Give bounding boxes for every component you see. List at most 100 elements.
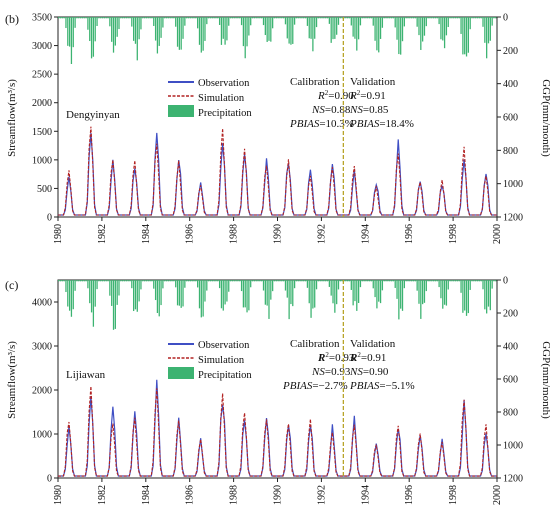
x-tick-label: 1996 xyxy=(404,485,415,505)
precip-bar xyxy=(262,280,265,291)
precip-bar xyxy=(420,280,422,319)
precip-bar xyxy=(489,280,491,311)
precip-bar xyxy=(279,280,281,282)
precip-bar xyxy=(153,280,155,289)
precip-bar xyxy=(310,280,312,318)
precip-bar xyxy=(154,17,157,41)
y2-tick-label: 0 xyxy=(503,13,508,24)
precip-bar xyxy=(286,280,288,298)
precip-bar xyxy=(356,280,358,311)
precip-bar xyxy=(202,280,204,317)
x-tick-label: 1988 xyxy=(229,485,240,505)
precip-bar xyxy=(158,280,160,317)
precip-bar xyxy=(111,17,113,42)
precip-bar xyxy=(379,280,382,304)
precip-bar xyxy=(268,17,270,41)
precip-bar xyxy=(182,280,184,307)
precip-bar xyxy=(440,280,442,299)
precip-bar xyxy=(432,280,435,282)
precip-bar xyxy=(356,17,358,51)
precip-bar xyxy=(237,17,239,19)
precip-bar xyxy=(411,17,413,19)
precip-bar xyxy=(59,280,62,282)
precip-bar xyxy=(411,280,413,282)
panel-b-ylabel: Streamflow(m³/s) xyxy=(6,79,18,157)
precip-bar xyxy=(328,17,330,24)
panel-c-y2label: GGP(mm/month) xyxy=(540,341,550,419)
precip-bar xyxy=(443,280,446,305)
precip-bar xyxy=(460,280,462,293)
precip-bar xyxy=(465,280,468,316)
precip-bar xyxy=(319,17,321,19)
precip-bar xyxy=(308,280,310,304)
precip-bar xyxy=(308,17,310,39)
panel-b-simulation-line xyxy=(58,126,497,216)
legend-label: Simulation xyxy=(198,355,245,366)
precip-bar xyxy=(147,17,149,19)
precip-bar xyxy=(354,280,356,302)
precip-bar xyxy=(151,280,153,282)
precip-bar xyxy=(325,17,327,19)
precip-bar xyxy=(398,17,400,55)
precip-bar xyxy=(487,280,490,307)
precip-bar xyxy=(122,280,124,282)
precip-bar xyxy=(400,280,402,309)
x-tick-label: 1980 xyxy=(53,224,64,244)
precip-bar xyxy=(495,17,497,19)
panel-b-val-title: Validation xyxy=(350,76,396,88)
precip-bar xyxy=(405,280,407,282)
precip-bar xyxy=(222,17,224,39)
precip-bar xyxy=(162,17,164,28)
precip-bar xyxy=(407,17,409,19)
precip-bar xyxy=(392,280,395,282)
precip-bar xyxy=(352,280,354,306)
precip-bar xyxy=(334,280,336,313)
precip-bar xyxy=(385,280,387,282)
svg-text:R2=0.90: R2=0.90 xyxy=(317,89,354,102)
y-tick-label: 3000 xyxy=(32,342,52,353)
precip-bar xyxy=(361,17,363,19)
precip-bar xyxy=(156,17,159,54)
precip-bar xyxy=(123,17,126,19)
precip-bar xyxy=(482,17,484,27)
precip-bar xyxy=(129,280,131,282)
precip-bar xyxy=(76,280,78,282)
precip-bar xyxy=(142,280,144,282)
y2-tick-label: 800 xyxy=(503,146,518,157)
precip-bar xyxy=(275,280,277,282)
precip-bar xyxy=(251,17,254,19)
precip-bar xyxy=(348,280,351,282)
precip-bar xyxy=(390,280,393,282)
precip-bar xyxy=(443,17,446,49)
precip-bar xyxy=(418,280,420,304)
precip-bar xyxy=(101,17,104,19)
precip-bar xyxy=(359,17,362,26)
precip-bar xyxy=(350,17,352,26)
precip-bar xyxy=(394,17,396,28)
precip-bar xyxy=(107,17,109,19)
panel-b-val-ns: NS=0.85 xyxy=(349,104,389,116)
precip-bar xyxy=(140,280,142,290)
precip-bar xyxy=(405,17,407,19)
precip-bar xyxy=(486,280,488,314)
precip-bar xyxy=(345,17,347,19)
precip-bar xyxy=(202,17,204,51)
precip-bar xyxy=(299,280,301,282)
precip-bar xyxy=(142,17,144,19)
precip-bar xyxy=(211,17,213,19)
x-tick-label: 1988 xyxy=(229,224,240,244)
precip-bar xyxy=(105,17,107,19)
precip-bar xyxy=(98,280,100,282)
precip-bar xyxy=(418,17,420,36)
precip-bar xyxy=(475,280,477,282)
precip-bar xyxy=(145,280,148,282)
panel-c-frame xyxy=(57,279,498,479)
precip-bar xyxy=(176,280,179,306)
precip-bar xyxy=(473,17,475,19)
precip-bar xyxy=(281,17,283,19)
precip-bar xyxy=(103,17,106,19)
panel-c-legend: Observation Simulation Precipitation xyxy=(168,340,252,381)
precip-bar xyxy=(215,280,217,282)
precip-bar xyxy=(140,17,142,30)
precip-bar xyxy=(304,280,307,282)
